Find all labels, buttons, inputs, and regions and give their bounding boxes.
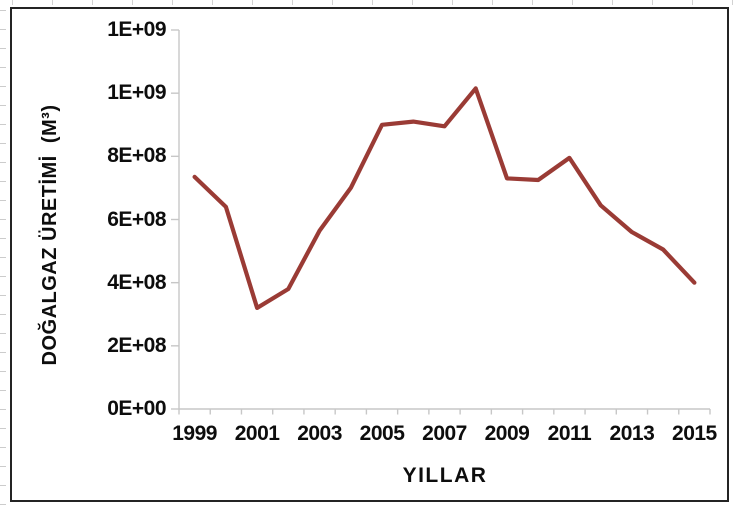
worksheet-gridline-stubs-left	[0, 10, 6, 506]
x-tick-label: 2007	[422, 422, 467, 445]
y-axis-title: DOĞALGAZ ÜRETİMİ (M³)	[39, 104, 61, 366]
y-tick-label: 1E+09	[107, 18, 166, 41]
x-tick-label: 2001	[234, 422, 280, 445]
x-tick-label: 2003	[297, 422, 342, 445]
x-tick-label: 2013	[609, 422, 655, 445]
x-axis-title: YILLAR	[402, 464, 488, 487]
chart-area-border	[10, 7, 729, 502]
y-tick-label: 0E+00	[107, 397, 166, 420]
y-tick-label: 2E+08	[107, 333, 166, 357]
x-tick-label: 2005	[359, 422, 405, 445]
gas-production-series-line	[192, 86, 697, 310]
x-tick-label: 2011	[547, 422, 592, 445]
y-tick-label: 6E+08	[107, 207, 166, 231]
x-tick-label: 2015	[672, 422, 717, 445]
y-tick-label: 8E+08	[107, 144, 166, 168]
y-tick-label: 1E+09	[107, 81, 166, 105]
x-tick-label: 1999	[172, 422, 217, 445]
x-tick-label: 2009	[484, 422, 530, 445]
worksheet-gridline-stubs-top	[12, 0, 742, 5]
y-tick-label: 4E+08	[107, 270, 166, 294]
